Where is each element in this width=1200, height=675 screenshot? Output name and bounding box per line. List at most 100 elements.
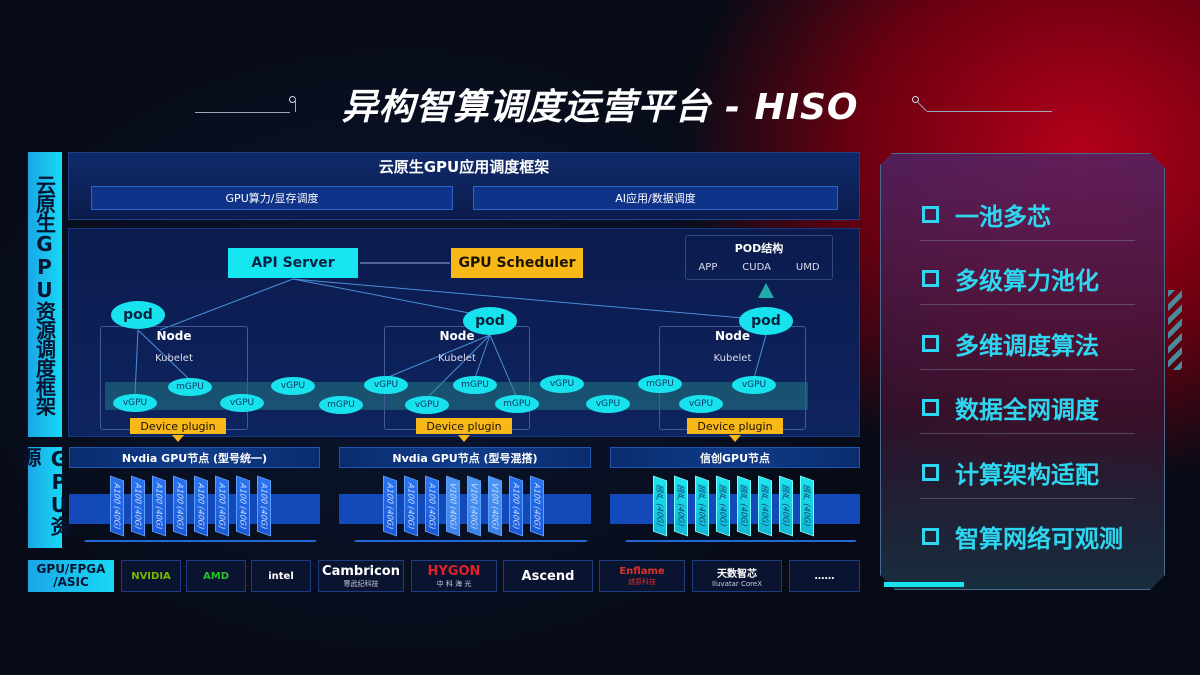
pod-structure-box: POD结构 APP CUDA UMD [685,235,833,280]
gpu-card: A100 (40G) [530,475,544,537]
vendor-subtitle: 中 科 海 光 [436,579,472,588]
vendor-subtitle: 寒武纪科技 [343,579,379,588]
gpu-card: 国产 (40G) [737,475,751,537]
gpu-card: V100 (40G) [488,475,502,537]
node-label: Node [439,329,475,343]
vgpu-ellipse: vGPU [271,377,315,395]
vendor-logo-enflame: Enflame 燧原科技 [599,560,685,592]
pod-ellipse: pod [739,307,793,335]
vendor-name: AMD [203,570,229,582]
vendor-name: intel [268,570,294,582]
vendor-name: NVIDIA [131,570,171,582]
pod-item-cuda: CUDA [742,262,771,273]
feature-separator [920,497,1135,499]
gpu-compute-scheduling: GPU算力/显存调度 [91,186,453,210]
gpu-card: A100 (40G) [404,475,418,537]
gpu-card: V100 (40G) [467,475,481,537]
checkbox-icon [922,399,939,417]
vendor-logo-cambricon: Cambricon 寒武纪科技 [318,560,404,592]
feature-item: 计算架构适配 [922,455,1099,490]
feature-item: 数据全网调度 [922,390,1099,425]
feature-label: 一池多芯 [955,203,1051,231]
gpu-card: 国产 (40G) [779,475,793,537]
vendor-name: …… [814,570,835,582]
mgpu-ellipse: mGPU [638,375,682,393]
gpu-card: A100 (40G) [383,475,397,537]
device-plugin-box: Device plugin [130,418,226,434]
gpu-card: 国产 (40G) [716,475,730,537]
kubelet-label: Kubelet [438,353,476,364]
gpu-group-header: 信创GPU节点 [610,447,860,468]
page-title: 异构智算调度运营平台 - HISO [341,87,859,128]
kubelet-label: Kubelet [155,353,193,364]
panel-deco-bar [884,582,964,587]
kubelet-label: Kubelet [713,353,752,364]
vendor-name: Ascend [521,568,575,584]
feature-label: 计算架构适配 [955,460,1099,489]
gpu-card: 国产 (40G) [674,475,688,537]
title-deco-left-v [295,99,296,112]
feature-label: 多级算力池化 [955,267,1099,296]
vgpu-ellipse: vGPU [679,395,723,413]
feature-separator [920,304,1135,306]
pod-ellipse: pod [111,301,165,329]
line-api-node1 [159,278,294,331]
mgpu-ellipse: mGPU [495,395,539,413]
panel-deco-stripes [1168,290,1182,370]
gpu-card: 国产 (40G) [800,475,814,537]
gpu-group-band [610,494,860,524]
checkbox-icon [922,270,939,288]
vgpu-ellipse: vGPU [586,395,630,413]
vgpu-ellipse: vGPU [364,376,408,394]
gpu-group-band [339,494,591,524]
vendor-subtitle: 燧原科技 [628,577,656,586]
mgpu-ellipse: mGPU [168,378,212,396]
gpu-card: 国产 (40G) [758,475,772,537]
checkbox-icon [922,334,939,352]
title-deco-left [195,112,290,113]
checkbox-icon [922,528,939,545]
vendor-name: HYGON [427,563,481,579]
vendor-logo-intel: intel [251,560,311,592]
feature-separator [920,240,1135,241]
framework-title: 云原生GPU应用调度框架 [378,158,550,176]
vendor-logo-amd: AMD [186,560,246,592]
vendor-name: 天数智芯 [717,568,757,580]
gpu-card: A100 (40G) [152,475,166,537]
vgpu-ellipse: vGPU [540,375,584,393]
feature-separator [920,433,1135,435]
gpu-card: A100 (40G) [194,475,208,537]
feature-separator [920,368,1135,370]
gpu-card: V100 (40G) [446,475,460,537]
gpu-card: A100 (40G) [257,475,271,537]
title-deco-right [927,111,1052,112]
vendor-logo-: 天数智芯 Iluvatar CoreX [692,560,782,592]
feature-label: 多维调度算法 [955,331,1099,360]
node-label: Node [156,329,192,343]
feature-label: 数据全网调度 [955,396,1099,425]
gpu-group-header: Nvdia GPU节点 (型号统一) [69,447,320,468]
chip-type-label: GPU/FPGA /ASIC [28,560,114,592]
gpu-card: A100 (40G) [131,475,145,537]
checkbox-icon [922,463,939,481]
vgpu-ellipse: vGPU [732,376,776,394]
pod-item-app: APP [698,262,718,273]
pod-structure-title: POD结构 [734,242,784,255]
title-deco-dot-right [912,96,919,103]
gpu-card: A100 (40G) [110,475,124,537]
checkbox-icon [922,206,939,223]
gpu-scheduler-box: GPU Scheduler [451,248,583,278]
vendor-logo-hygon: HYGON 中 科 海 光 [411,560,497,592]
vendor-logo-: …… [789,560,860,592]
vendor-logo-ascend: Ascend [503,560,593,592]
ai-data-scheduling: AI应用/数据调度 [473,186,838,210]
pod-ellipse: pod [463,307,517,335]
gpu-card: A100 (40G) [425,475,439,537]
mgpu-ellipse: mGPU [453,376,497,394]
feature-panel [880,153,1165,590]
gpu-card: 国产 (40G) [653,475,667,537]
vendor-subtitle: Iluvatar CoreX [711,579,762,588]
device-plugin-box: Device plugin [416,418,512,434]
vendor-logo-nvidia: NVIDIA [121,560,181,592]
